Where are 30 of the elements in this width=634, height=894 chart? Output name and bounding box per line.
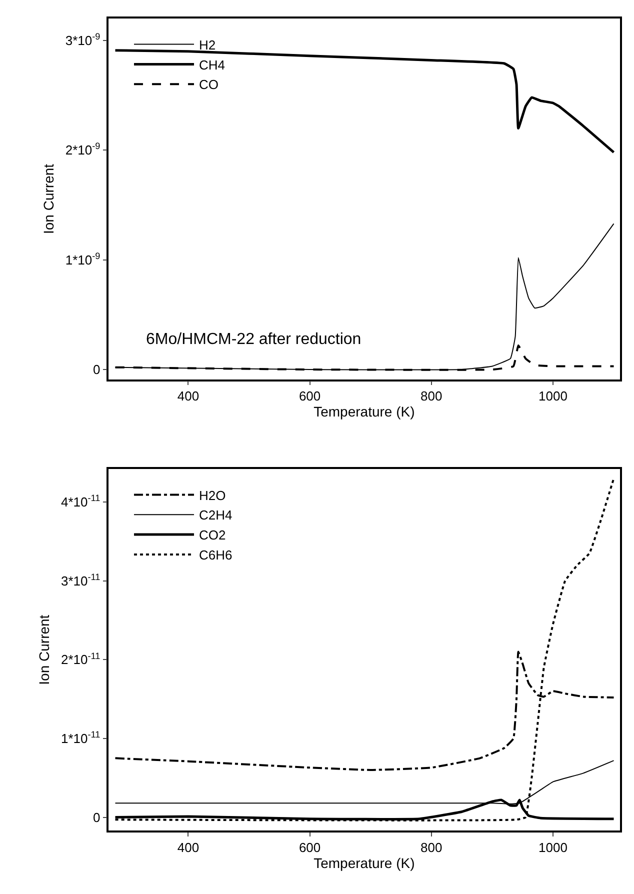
y-tick-label: 4*10$^{-11}$ (60, 493, 100, 510)
y-axis-title: Ion Current (40, 164, 56, 234)
legend-label: CH4 (199, 57, 226, 72)
x-tick-label: 1000 (538, 388, 568, 404)
x-tick-label: 600 (298, 388, 321, 404)
y-tick-label: 1*10$^{-11}$ (60, 730, 100, 746)
legend-label: CO (199, 77, 219, 92)
y-tick-label: 3*10$^{-9}$ (65, 32, 100, 48)
x-axis-title: Temperature (K) (314, 855, 415, 872)
y-tick-label: 3*10$^{-11}$ (60, 572, 100, 588)
x-tick-label: 800 (420, 388, 442, 404)
legend-label: CO2 (199, 528, 226, 543)
x-axis-title: Temperature (K) (314, 404, 415, 420)
x-tick-label: 400 (177, 840, 200, 856)
x-tick-label: 1000 (538, 840, 568, 856)
y-tick-label: 1*10$^{-9}$ (65, 250, 100, 268)
x-tick-label: 800 (420, 840, 442, 856)
x-tick-label: 400 (177, 388, 200, 404)
line-series (114, 49, 616, 154)
legend-label: C6H6 (199, 548, 232, 563)
legend-label: C2H4 (199, 508, 232, 523)
y-tick-label: 2*10$^{-9}$ (65, 141, 100, 158)
y-axis-title: Ion Current (36, 614, 52, 685)
annotation: 6Mo/HMCM-22 after reduction (146, 331, 362, 348)
legend-label: H2O (199, 488, 226, 503)
y-tick-label: 0 (92, 810, 100, 825)
legend-label: H2 (199, 37, 216, 52)
y-tick-label: 0 (92, 362, 100, 378)
x-tick-label: 600 (298, 840, 321, 856)
y-tick-label: 2*10$^{-11}$ (60, 650, 100, 668)
